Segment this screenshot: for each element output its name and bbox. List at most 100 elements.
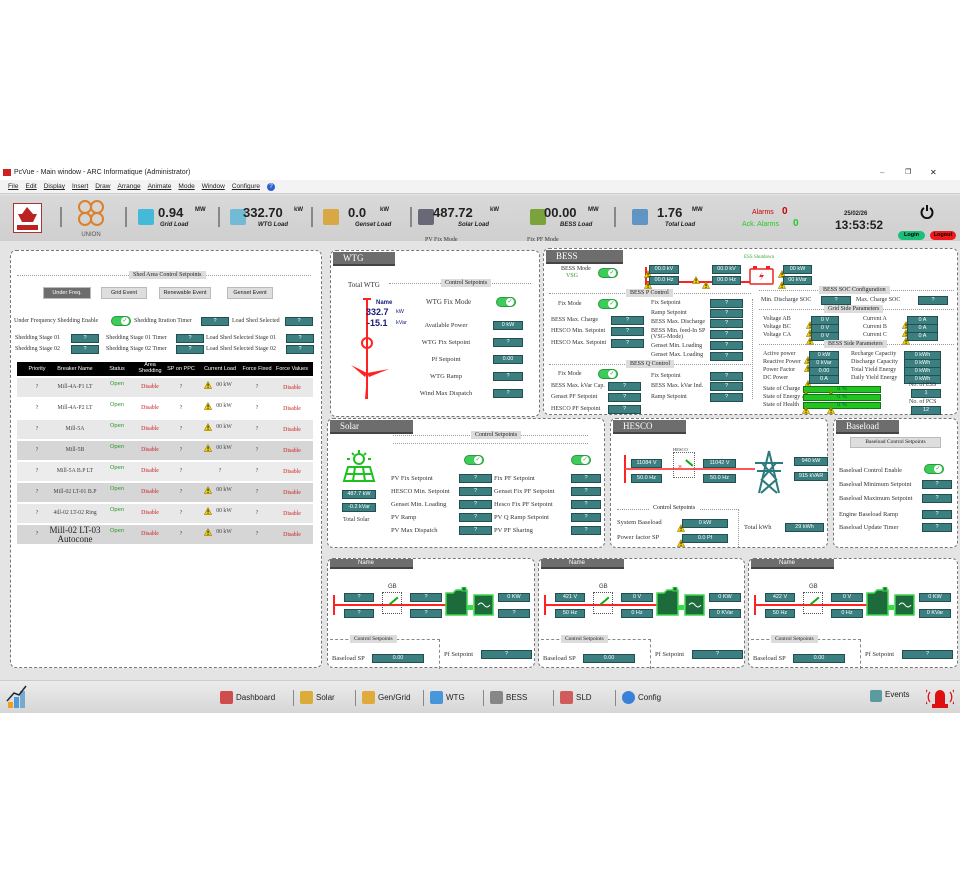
solar-left-toggle[interactable] — [464, 455, 484, 465]
minimize-button[interactable]: – — [880, 168, 885, 177]
bus-frequency[interactable]: ? — [344, 609, 374, 618]
shed-event-button-2[interactable]: Renewable Event — [159, 287, 211, 299]
genset-kw[interactable]: 0 KW — [709, 593, 741, 602]
value-field[interactable]: ? — [918, 296, 948, 305]
baseload-enable-toggle[interactable] — [924, 464, 944, 474]
q-fix-mode-toggle[interactable] — [598, 369, 618, 379]
restore-button[interactable]: ❐ — [905, 169, 912, 176]
value-field[interactable]: ? — [459, 500, 492, 509]
bus-frequency[interactable]: 50 Hz — [555, 609, 585, 618]
ess-count[interactable]: 1 — [911, 389, 941, 398]
baseload-sp[interactable]: 0.00 — [372, 654, 424, 663]
value-field[interactable]: ? — [571, 526, 601, 535]
menu-mode[interactable]: Mode — [178, 183, 195, 190]
ack-alarms-label[interactable]: Ack. Alarms — [742, 221, 779, 228]
area-shedding-cell[interactable]: Disable — [141, 384, 159, 390]
value-field[interactable]: 0 kWh — [904, 375, 941, 384]
under-freq-enable-toggle[interactable] — [111, 316, 131, 326]
value-field[interactable]: ? — [459, 487, 492, 496]
menu-configure[interactable]: Configure — [231, 183, 260, 190]
nav-solar[interactable]: Solar — [300, 690, 335, 704]
pcs-count[interactable]: 12 — [911, 406, 941, 415]
hesco-grid-frequency[interactable]: 50.0 Hz — [631, 474, 662, 483]
genset-kw[interactable]: 0 KW — [498, 593, 530, 602]
value-field[interactable]: ? — [201, 317, 229, 326]
value-field[interactable]: ? — [922, 523, 952, 532]
value-field[interactable]: ? — [459, 474, 492, 483]
force-values-cell[interactable]: Disable — [283, 469, 301, 475]
area-shedding-cell[interactable]: Disable — [141, 510, 159, 516]
value-field[interactable]: ? — [493, 338, 523, 347]
table-row[interactable]: ? Mill-5B Open Disable? 00 kW? Disable — [17, 441, 313, 460]
value-field[interactable]: ? — [611, 339, 644, 348]
generator-frequency[interactable]: ? — [410, 609, 442, 618]
value-field[interactable]: ? — [608, 393, 641, 402]
shed-event-button-3[interactable]: Genset Event — [227, 287, 273, 299]
menu-arrange[interactable]: Arrange — [117, 183, 141, 190]
solar-right-toggle[interactable] — [571, 455, 591, 465]
value-field[interactable]: ? — [922, 480, 952, 489]
table-row[interactable]: ? Mill-4A-P1 LT Open Disable? 00 kW? Disable — [17, 378, 313, 397]
generator-voltage[interactable]: 0 V — [831, 593, 863, 602]
pf-setpoint[interactable]: ? — [692, 650, 743, 659]
bess-pcs-hz[interactable]: 00.0 Hz — [712, 276, 741, 285]
power-icon[interactable] — [920, 204, 934, 219]
baseload-control-setpoints-button[interactable]: Baseload Control Setpoints — [850, 437, 941, 448]
menu-window[interactable]: Window — [201, 183, 225, 190]
value-field[interactable]: ? — [710, 309, 743, 318]
bess-mode-toggle[interactable] — [598, 268, 618, 278]
area-shedding-cell[interactable]: Disable — [141, 468, 159, 474]
area-shedding-cell[interactable]: Disable — [141, 426, 159, 432]
value-field[interactable]: 0 A — [907, 332, 938, 341]
bess-kw[interactable]: 00 kW — [783, 265, 812, 274]
logout-button[interactable]: Logout — [930, 231, 956, 240]
total-solar-kvar[interactable]: -0.2 kVar — [342, 503, 376, 512]
generator-breaker[interactable] — [382, 592, 402, 614]
force-values-cell[interactable]: Disable — [283, 406, 301, 412]
value-field[interactable]: ? — [710, 341, 743, 350]
bess-grid-kv[interactable]: 00.0 kV — [649, 265, 679, 274]
value-field[interactable]: ? — [922, 494, 952, 503]
value-field[interactable]: ? — [608, 405, 641, 414]
p-fix-mode-toggle[interactable] — [598, 299, 618, 309]
generator-frequency[interactable]: 0 Hz — [831, 609, 863, 618]
baseload-sp[interactable]: 0.00 — [793, 654, 845, 663]
value-field[interactable]: ? — [571, 513, 601, 522]
menu-file[interactable]: File — [8, 183, 19, 190]
area-shedding-cell[interactable]: Disable — [141, 531, 159, 537]
value-field[interactable]: ? — [710, 299, 743, 308]
table-row[interactable]: ? Mill-5A B.P LT Open Disable??? Disable — [17, 462, 313, 481]
hesco-kvar[interactable]: 915 kVAR — [794, 472, 828, 481]
bus-voltage[interactable]: ? — [344, 593, 374, 602]
table-row[interactable]: ? 4ill-02 LT-02 Ring Open Disable? 00 kW? Dis… — [17, 504, 313, 523]
value-field[interactable]: ? — [493, 372, 523, 381]
bess-grid-hz[interactable]: 00.0 Hz — [649, 276, 679, 285]
generator-voltage[interactable]: 0 V — [621, 593, 653, 602]
value-field[interactable]: ? — [611, 327, 644, 336]
menu-insert[interactable]: Insert — [72, 183, 89, 190]
shed-event-button-1[interactable]: Grid Event — [101, 287, 147, 299]
menu-animate[interactable]: Animate — [147, 183, 172, 190]
value-field[interactable]: 0 A — [809, 375, 839, 384]
bus-frequency[interactable]: 50 Hz — [765, 609, 795, 618]
hesco-plant-frequency[interactable]: 50.0 Hz — [703, 474, 736, 483]
alarms-label[interactable]: Alarms — [752, 209, 774, 216]
area-shedding-cell[interactable]: Disable — [141, 447, 159, 453]
value-field[interactable]: ? — [821, 296, 851, 305]
trend-chart-icon[interactable] — [6, 684, 28, 710]
total-solar-kw[interactable]: 487.7 kW — [342, 490, 376, 499]
value-field[interactable]: ? — [176, 334, 204, 343]
bus-voltage[interactable]: 422 V — [765, 593, 795, 602]
hesco-plant-voltage[interactable]: 11042 V — [703, 459, 736, 468]
value-field[interactable]: ? — [285, 317, 313, 326]
table-row[interactable]: ? Mill-02 LT-03 Autocone Open Disable? 00 kW… — [17, 525, 313, 544]
baseload-sp[interactable]: 0.00 — [583, 654, 635, 663]
help-icon[interactable]: ? — [267, 183, 275, 191]
menu-display[interactable]: Display — [43, 183, 65, 190]
hesco-kw[interactable]: 940 kW — [794, 457, 828, 466]
force-values-cell[interactable]: Disable — [283, 427, 301, 433]
value-field[interactable]: ? — [710, 352, 743, 361]
total-kwh[interactable]: 29 kWh — [785, 523, 824, 532]
close-button[interactable]: ✕ — [930, 168, 937, 177]
value-field[interactable]: ? — [710, 372, 743, 381]
